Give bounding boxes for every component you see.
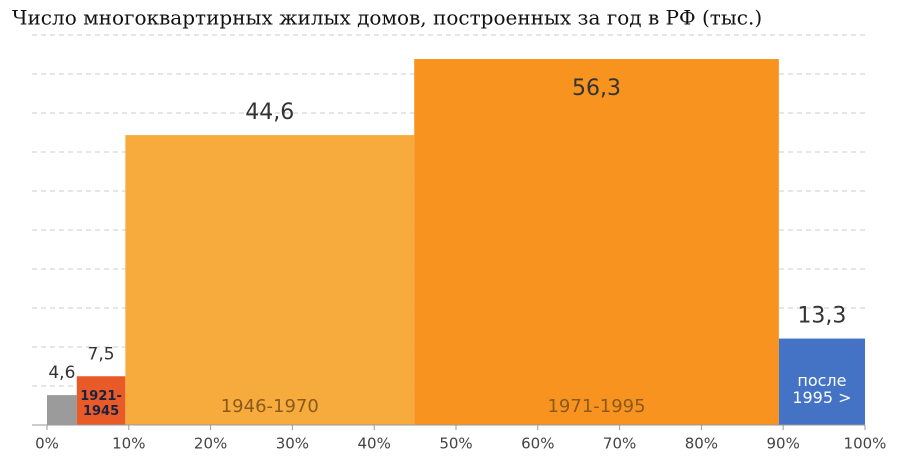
- category-label: 1921-1945: [80, 389, 122, 419]
- value-label: 4,6: [48, 363, 75, 383]
- x-tick-label: 60%: [521, 435, 554, 453]
- value-label: 56,3: [572, 76, 621, 101]
- category-box: 1946-1970: [220, 396, 319, 418]
- category-label: 1946-1970: [220, 396, 319, 418]
- x-tick-label: 70%: [603, 435, 636, 453]
- chart-title: Число многоквартирных жилых домов, постр…: [12, 6, 762, 30]
- category-box: 1971-1995: [547, 396, 646, 418]
- bar: [414, 59, 779, 426]
- x-tick-label: 10%: [112, 435, 145, 453]
- x-tick-label: 90%: [767, 435, 800, 453]
- bar: [778, 338, 865, 425]
- category-label: 1971-1995: [547, 396, 646, 418]
- x-tick-label: 0%: [35, 435, 59, 453]
- x-tick-label: 80%: [685, 435, 718, 453]
- category-box: после 1995 >: [792, 370, 852, 408]
- category-label: после 1995 >: [792, 370, 852, 408]
- x-tick-label: 20%: [194, 435, 227, 453]
- value-label: 13,3: [797, 304, 846, 329]
- x-tick-label: 50%: [439, 435, 472, 453]
- category-box: 1921-1945: [80, 389, 122, 419]
- x-tick-label: 40%: [358, 435, 391, 453]
- value-label: 7,5: [88, 344, 115, 364]
- bar: [76, 376, 126, 425]
- bar: [47, 395, 77, 425]
- value-label: 44,6: [245, 100, 294, 125]
- bar: [125, 135, 415, 425]
- x-tick-label: 30%: [276, 435, 309, 453]
- x-tick-label: 100%: [844, 435, 887, 453]
